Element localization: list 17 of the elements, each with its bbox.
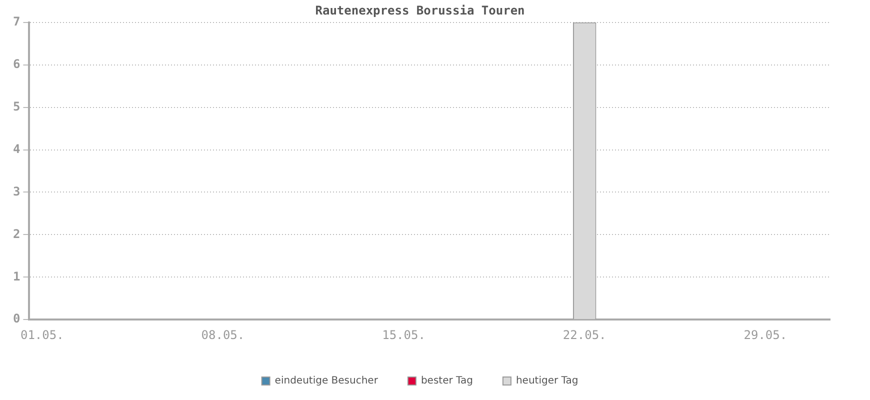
y-tick-label: 2 bbox=[12, 226, 20, 241]
x-tick-label: 08.05. bbox=[201, 328, 245, 342]
x-tick-label: 22.05. bbox=[562, 328, 606, 342]
chart-title: Rautenexpress Borussia Touren bbox=[315, 3, 525, 18]
legend-label: heutiger Tag bbox=[516, 376, 578, 387]
x-tick-label: 01.05. bbox=[20, 328, 64, 342]
legend-label: eindeutige Besucher bbox=[274, 376, 379, 387]
y-tick-label: 1 bbox=[12, 269, 20, 284]
y-tick-label: 5 bbox=[12, 99, 20, 114]
x-tick-label: 29.05. bbox=[744, 328, 788, 342]
y-tick-label: 3 bbox=[12, 184, 20, 198]
y-tick-label: 7 bbox=[12, 14, 20, 29]
x-tick-label: 15.05. bbox=[382, 328, 426, 342]
y-tick-label: 6 bbox=[12, 56, 20, 71]
y-tick-label: 4 bbox=[12, 142, 20, 156]
legend-label: bester Tag bbox=[420, 376, 473, 387]
y-tick-label: 0 bbox=[12, 312, 20, 326]
